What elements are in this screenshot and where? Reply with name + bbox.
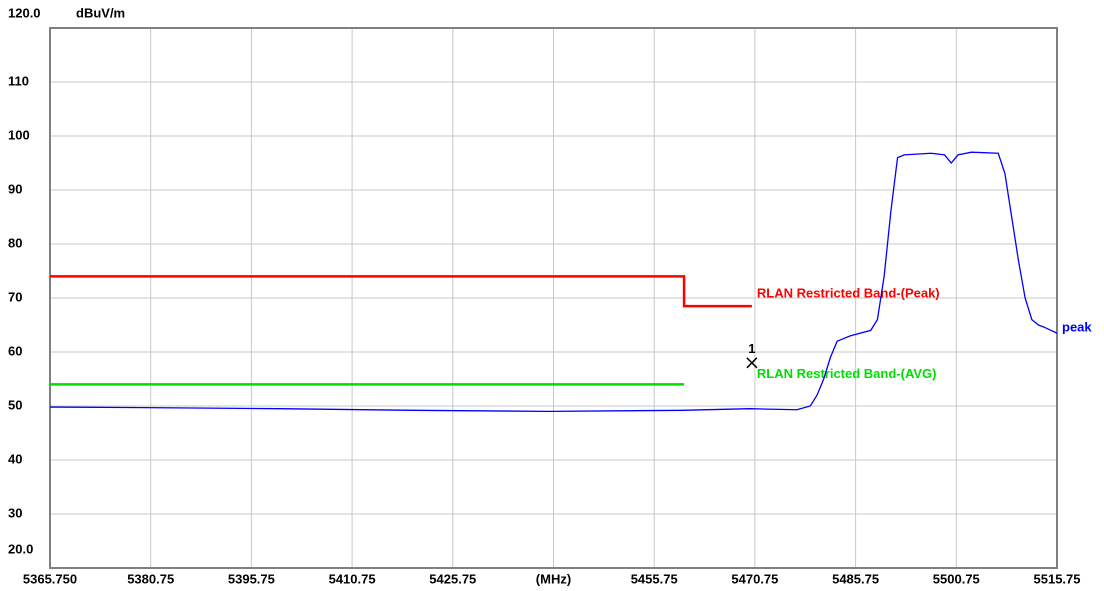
series-label: RLAN Restricted Band-(Peak) <box>757 286 940 301</box>
series-line <box>49 151 1058 413</box>
series-line <box>50 275 752 308</box>
x-tick-label: 5380.75 <box>127 571 174 586</box>
y-tick-label: 50 <box>8 397 22 412</box>
x-tick-label: 5395.75 <box>228 571 275 586</box>
x-tick-label: 5485.75 <box>832 571 879 586</box>
marker-label: 1 <box>748 341 755 356</box>
series-label: RLAN Restricted Band-(AVG) <box>757 366 937 381</box>
x-tick-label: 5515.75 <box>1034 571 1081 586</box>
y-tick-label: 80 <box>8 235 22 250</box>
x-tick-label: 5425.75 <box>429 571 476 586</box>
y-tick-label: 90 <box>8 181 22 196</box>
x-tick-label: 5410.75 <box>329 571 376 586</box>
marker <box>746 357 758 369</box>
y-unit: dBuV/m <box>76 5 125 20</box>
y-tick-label: 60 <box>8 343 22 358</box>
y-tick-label: 20.0 <box>8 541 33 556</box>
plot-frame <box>49 27 1058 569</box>
x-tick-label: 5365.750 <box>23 571 77 586</box>
x-tick-label: 5455.75 <box>631 571 678 586</box>
y-tick-label: 120.0 <box>8 5 41 20</box>
y-tick-label: 40 <box>8 451 22 466</box>
x-tick-label: 5470.75 <box>731 571 778 586</box>
x-tick-label: (MHz) <box>536 571 571 586</box>
x-tick-label: 5500.75 <box>933 571 980 586</box>
y-tick-label: 30 <box>8 505 22 520</box>
y-tick-label: 100 <box>8 127 30 142</box>
series-label: peak <box>1062 320 1092 335</box>
y-tick-label: 70 <box>8 289 22 304</box>
y-tick-label: 110 <box>8 73 29 88</box>
